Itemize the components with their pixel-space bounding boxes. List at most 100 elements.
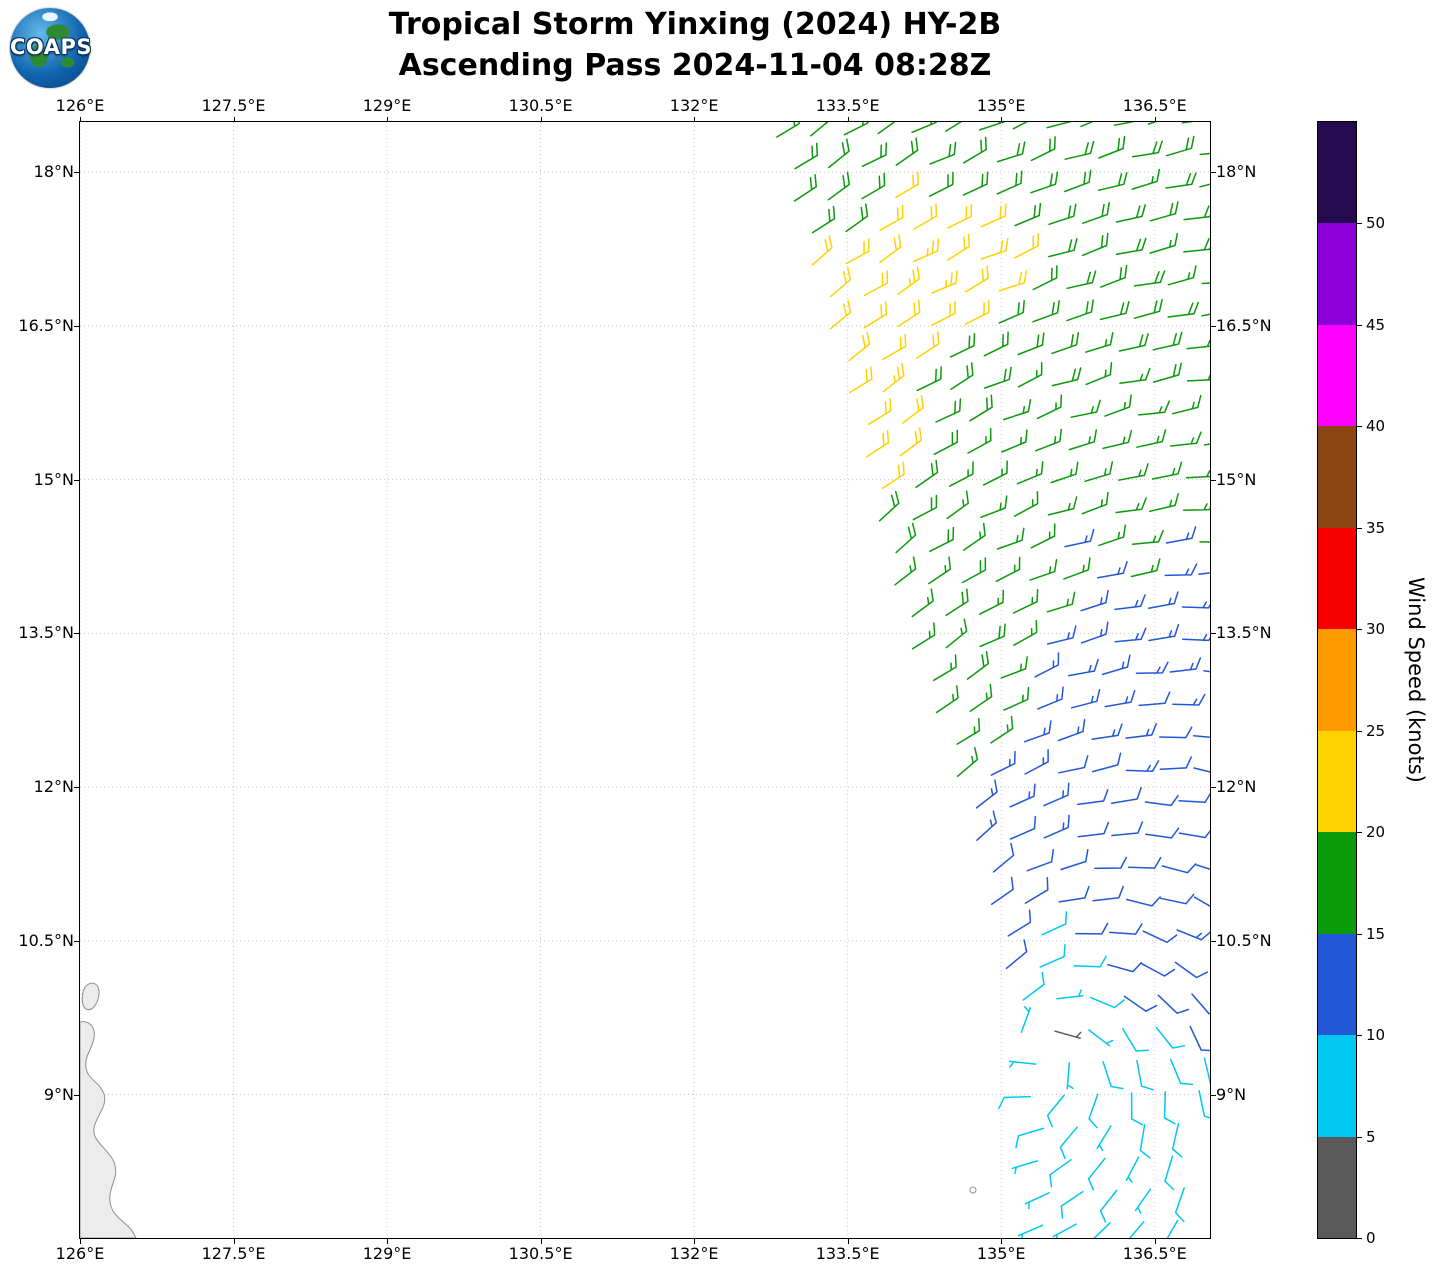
wind-barb	[1178, 830, 1210, 839]
wind-barb	[1118, 463, 1149, 481]
x-tick-mark	[1001, 117, 1003, 122]
coaps-logo: COAPS	[10, 8, 92, 88]
colorbar-tick-mark	[1357, 1035, 1362, 1037]
x-tick-mark	[540, 117, 542, 122]
x-tick-label-top: 136.5°E	[1122, 96, 1187, 115]
wind-barb	[1149, 232, 1179, 254]
wind-barb	[901, 394, 924, 424]
wind-barb	[967, 427, 992, 454]
colorbar-title-text: Wind Speed (knots)	[1404, 577, 1428, 783]
wind-barb	[1043, 782, 1070, 807]
wind-barb	[1064, 528, 1095, 548]
wind-barb	[1113, 122, 1136, 126]
coaps-logo-text: COAPS	[10, 35, 92, 59]
wind-barb	[1009, 783, 1036, 808]
wind-barb	[996, 141, 1026, 163]
wind-barb-map	[80, 122, 1210, 1238]
wind-barb	[1057, 719, 1086, 742]
wind-barb	[848, 331, 871, 362]
wind-barb	[1115, 497, 1147, 514]
wind-barb	[1102, 1061, 1124, 1090]
wind-barb	[1131, 140, 1163, 158]
wind-barb	[1081, 232, 1109, 257]
wind-barb	[1066, 270, 1097, 290]
y-tick-mark	[1211, 1094, 1216, 1096]
wind-barb	[1089, 996, 1125, 1009]
x-tick-label-top: 126°E	[55, 96, 105, 115]
wind-barb	[929, 526, 955, 553]
wind-barb	[1157, 994, 1190, 1014]
wind-barb	[966, 650, 990, 680]
wind-barb	[1145, 827, 1180, 839]
wind-barb	[1169, 657, 1202, 673]
colorbar-segment	[1318, 1034, 1356, 1137]
wind-barb	[1183, 205, 1210, 221]
wind-barb	[865, 429, 890, 458]
wind-barb	[1046, 591, 1076, 613]
wind-barb	[992, 842, 1015, 873]
wind-barb	[1017, 1224, 1044, 1238]
wind-barb	[979, 589, 1005, 615]
wind-barb	[1081, 491, 1109, 515]
wind-barb	[975, 779, 998, 809]
wind-barb	[1012, 122, 1029, 130]
wind-barb	[1165, 526, 1197, 544]
wind-barb	[1126, 896, 1161, 907]
x-tick-mark	[80, 117, 81, 122]
x-tick-label-bottom: 126°E	[55, 1244, 105, 1263]
wind-barb	[1100, 265, 1128, 288]
wind-barb	[1009, 815, 1037, 840]
wind-barb	[1096, 561, 1128, 579]
x-tick-label-top: 130.5°E	[508, 96, 573, 115]
wind-barb	[897, 266, 920, 295]
x-tick-mark	[387, 117, 389, 122]
wind-barb	[935, 685, 959, 714]
wind-barb	[877, 122, 896, 135]
wind-barb	[845, 238, 870, 265]
wind-barb	[1051, 367, 1082, 387]
wind-barb	[1077, 789, 1109, 806]
wind-barb	[1203, 670, 1210, 673]
colorbar-tick-mark	[1357, 629, 1362, 631]
x-tick-label-top: 127.5°E	[201, 96, 266, 115]
wind-barb	[1148, 623, 1180, 642]
wind-barb	[1189, 1025, 1210, 1052]
y-tick-mark	[1211, 325, 1216, 327]
wind-barb	[897, 299, 921, 328]
colorbar-tick-mark	[1357, 1136, 1362, 1138]
wind-barb	[879, 204, 904, 232]
wind-barb	[1077, 821, 1110, 838]
wind-barb	[1070, 688, 1101, 709]
wind-barb	[1161, 863, 1197, 874]
wind-barb	[895, 522, 917, 554]
wind-barb	[1066, 1062, 1074, 1090]
wind-barb	[1054, 1030, 1082, 1039]
wind-barb	[1034, 652, 1060, 678]
x-tick-mark	[233, 117, 235, 122]
colorbar-segment	[1318, 831, 1356, 934]
wind-barb	[1029, 558, 1058, 581]
wind-barb	[1149, 201, 1179, 222]
x-tick-label-bottom: 130.5°E	[508, 1244, 573, 1263]
wind-barb	[1166, 1219, 1179, 1238]
y-tick-label-right: 10.5°N	[1216, 930, 1272, 950]
wind-barb	[911, 588, 934, 618]
wind-barb	[848, 366, 873, 394]
x-tick-mark	[847, 1239, 849, 1244]
wind-barb	[776, 122, 800, 138]
wind-barb	[1201, 313, 1210, 317]
y-tick-label-right: 16.5°N	[1216, 315, 1272, 335]
wind-barb	[1073, 955, 1107, 968]
wind-barb	[969, 394, 993, 422]
wind-barb	[1000, 656, 1028, 679]
wind-barb	[1017, 332, 1045, 356]
wind-barb	[1080, 621, 1109, 644]
colorbar-segment	[1318, 425, 1356, 528]
x-tick-label-bottom: 127.5°E	[201, 1244, 266, 1263]
wind-barb	[1104, 689, 1136, 708]
wind-barb	[1024, 749, 1049, 775]
y-tick-label-left: 18°N	[33, 162, 74, 182]
wind-barb	[1007, 909, 1032, 937]
wind-barb	[996, 170, 1023, 195]
y-tick-label-right: 15°N	[1216, 469, 1257, 489]
